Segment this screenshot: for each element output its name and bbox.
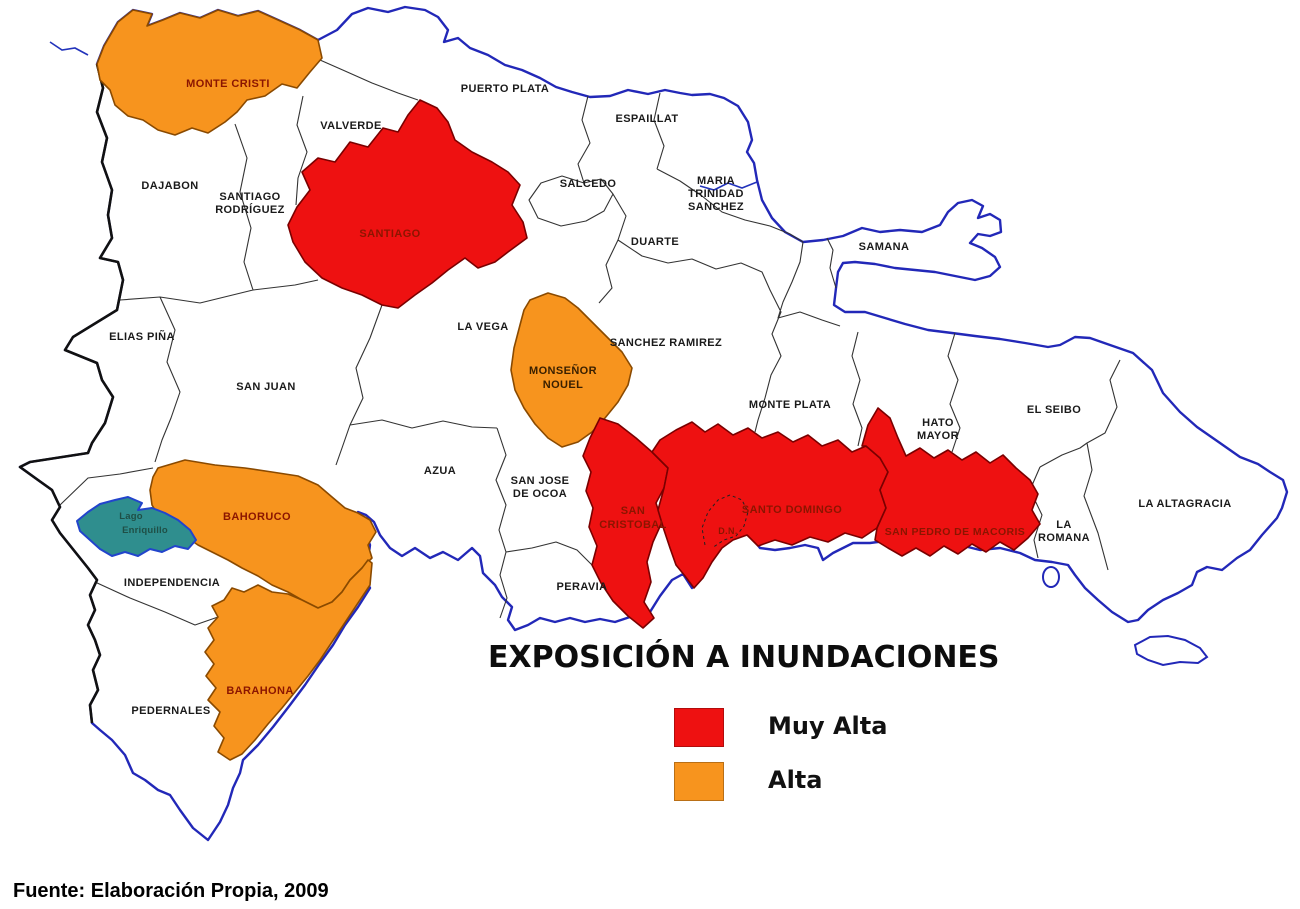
label-elias-pina: ELIAS PIÑA [109,330,175,343]
province-labels: MONTE CRISTI VALVERDE PUERTO PLATA ESPAI… [109,78,1231,717]
label-san-cristobal-2: CRISTOBAL [599,519,667,531]
label-valverde: VALVERDE [320,120,381,132]
label-lago-enriquillo-2: Enriquillo [122,525,168,536]
legend-swatch-muy-alta [674,708,724,747]
label-monsenor-nouel-2: NOUEL [543,379,584,391]
label-santiago: SANTIAGO [359,228,420,240]
label-independencia: INDEPENDENCIA [124,577,220,589]
legend-label-muy-alta: Muy Alta [768,712,888,740]
label-salcedo: SALCEDO [560,178,617,190]
label-san-cristobal-1: SAN [621,505,645,517]
label-hato-mayor-2: MAYOR [917,430,959,442]
label-hato-mayor-1: HATO [922,417,954,429]
legend-label-alta: Alta [768,766,823,794]
label-bahoruco: BAHORUCO [223,511,291,523]
label-azua: AZUA [424,465,456,477]
label-monte-plata: MONTE PLATA [749,399,831,411]
saona-island [1133,634,1209,667]
haiti-border [18,63,125,724]
label-samana: SAMANA [859,241,910,253]
label-san-jose-ocoa-1: SAN JOSE [511,475,570,487]
label-maria-trinidad-1: MARIA [697,175,735,187]
label-pedernales: PEDERNALES [131,705,210,717]
label-san-juan: SAN JUAN [236,381,295,393]
source-note: Fuente: Elaboración Propia, 2009 [13,880,329,902]
legend-swatch-alta [674,762,724,801]
label-puerto-plata: PUERTO PLATA [461,83,550,95]
label-espaillat: ESPAILLAT [615,113,678,125]
label-dajabon: DAJABON [141,180,198,192]
label-monte-cristi: MONTE CRISTI [186,78,270,90]
label-lago-enriquillo-1: Lago [119,511,143,522]
label-el-seibo: EL SEIBO [1027,404,1081,416]
province-santiago [287,99,528,309]
lake-enriquillo [76,496,197,557]
label-barahona: BARAHONA [226,685,293,697]
label-la-altagracia: LA ALTAGRACIA [1138,498,1231,510]
label-distrito-nacional: D.N. [718,526,738,536]
label-san-pedro-de-macoris: SAN PEDRO DE MACORIS [885,526,1025,538]
label-peravia: PERAVIA [557,581,608,593]
label-la-vega: LA VEGA [457,321,508,333]
label-monsenor-nouel-1: MONSEÑOR [529,364,597,377]
label-duarte: DUARTE [631,236,679,248]
province-santo-domingo [651,421,889,589]
province-barahona [204,559,373,761]
label-la-romana-2: ROMANA [1038,532,1090,544]
label-maria-trinidad-3: SANCHEZ [688,201,744,213]
catalina-island [1042,566,1060,588]
label-maria-trinidad-2: TRINIDAD [688,188,744,200]
distrito-nacional-boundary [701,494,749,549]
province-monsenor-nouel [510,292,633,448]
province-monte-cristi [96,9,323,136]
label-santiago-rodriguez-2: RODRÍGUEZ [215,203,285,216]
label-santo-domingo: SANTO DOMINGO [742,504,842,516]
label-la-romana-1: LA [1056,519,1071,531]
province-borders [59,59,1121,626]
legend-title: EXPOSICIÓN A INUNDACIONES [488,640,1000,675]
river-lines [49,41,758,191]
label-sanchez-ramirez: SANCHEZ RAMIREZ [610,337,722,349]
label-san-jose-ocoa-2: DE OCOA [513,488,567,500]
label-santiago-rodriguez-1: SANTIAGO [219,191,280,203]
province-san-pedro-de-macoris [861,407,1041,557]
